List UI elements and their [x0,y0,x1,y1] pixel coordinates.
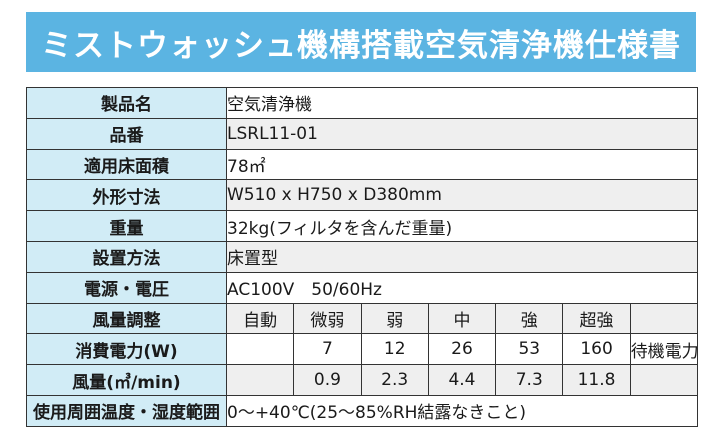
power-value [225,333,295,366]
volume-value: 7.3 [495,364,564,396]
table-row: 設置方法 床置型 [26,240,698,273]
volume-label: 風量(㎥/min) [26,364,227,396]
power-value: 12 [360,333,429,366]
power-value: 7 [293,333,362,366]
airflow-level-weak: 弱 [360,302,429,335]
row-label: 重量 [26,210,227,242]
row-label: 適用床面積 [26,148,227,181]
table-row: 品番 LSRL11-01 [26,117,698,150]
row-value: LSRL11-01 [226,117,698,150]
environment-row: 使用周囲温度・湿度範囲 0〜+40℃(25〜85%RH結露なきこと) [26,394,698,427]
table-row: 重量 32kg(フィルタを含んだ重量) [26,210,698,242]
row-value: W510 x H750 x D380mm [226,179,698,212]
power-label: 消費電力(W) [26,333,227,366]
airflow-level-auto: 自動 [225,302,295,335]
airflow-row: 風量調整 自動 微弱 弱 中 強 超強 [26,302,699,335]
volume-value: 0.9 [293,364,362,396]
volume-empty [629,364,699,396]
table-row: 製品名 空気清浄機 [26,87,698,119]
title-banner: ミストウォッシュ機構搭載空気清浄機仕様書 [26,12,696,72]
table-row: 電源・電圧 AC100V 50/60Hz [26,271,698,304]
row-value: 78㎡ [226,148,698,181]
volume-value: 11.8 [562,364,631,396]
power-value: 53 [495,333,564,366]
spec-table: 製品名 空気清浄機 品番 LSRL11-01 適用床面積 78㎡ 外形寸法 W5… [26,87,699,427]
row-value: 床置型 [226,240,698,273]
row-label: 設置方法 [26,240,227,273]
volume-value [225,364,295,396]
standby-power: 待機電力(5) [629,333,699,366]
volume-value: 2.3 [360,364,429,396]
environment-label: 使用周囲温度・湿度範囲 [26,394,227,427]
table-row: 外形寸法 W510 x H750 x D380mm [26,179,698,212]
power-row: 消費電力(W) 7 12 26 53 160 待機電力(5) [26,333,699,366]
row-value: 32kg(フィルタを含んだ重量) [226,210,698,242]
row-value: AC100V 50/60Hz [226,271,698,304]
airflow-level-very-strong: 超強 [562,302,631,335]
row-value: 空気清浄機 [226,87,698,119]
airflow-level-medium: 中 [427,302,497,335]
row-label: 品番 [26,117,227,150]
airflow-empty [629,302,699,335]
airflow-level-strong: 強 [495,302,564,335]
volume-value: 4.4 [427,364,497,396]
airflow-label: 風量調整 [26,302,227,335]
power-value: 26 [427,333,497,366]
row-label: 製品名 [26,87,227,119]
table-row: 適用床面積 78㎡ [26,148,698,181]
row-label: 外形寸法 [26,179,227,212]
volume-row: 風量(㎥/min) 0.9 2.3 4.4 7.3 11.8 [26,364,699,396]
environment-value: 0〜+40℃(25〜85%RH結露なきこと) [226,394,698,427]
row-label: 電源・電圧 [26,271,227,304]
power-value: 160 [562,333,631,366]
airflow-level-very-weak: 微弱 [293,302,362,335]
document-title: ミストウォッシュ機構搭載空気清浄機仕様書 [41,27,681,64]
